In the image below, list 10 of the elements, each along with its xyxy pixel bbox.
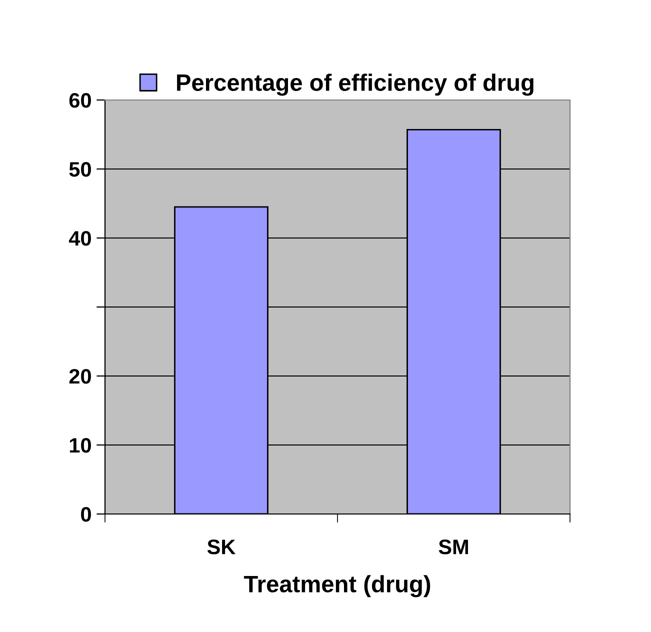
y-tick-label: 40 <box>68 231 91 246</box>
legend-label: Percentage of efficiency of drug <box>177 74 534 96</box>
y-tick-label: 60 <box>69 93 91 108</box>
y-tick-label: 20 <box>69 369 91 384</box>
y-tick-label: 50 <box>69 162 91 177</box>
x-tick-label: SM <box>438 540 468 554</box>
x-tick-label: SK <box>207 540 236 554</box>
y-tick-label: 0 <box>81 507 91 522</box>
x-axis-title: Treatment (drug) <box>244 575 430 598</box>
y-tick-label: 10 <box>70 438 91 453</box>
